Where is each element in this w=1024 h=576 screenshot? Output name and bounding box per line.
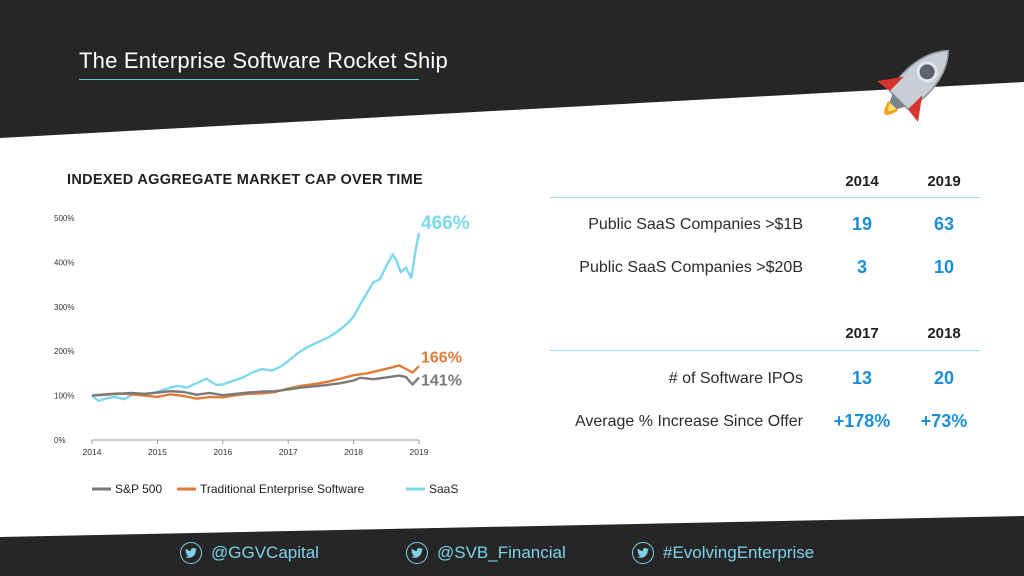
y-tick-label: 500% xyxy=(54,214,74,223)
end-value-label: 466% xyxy=(421,213,470,234)
series-line-saas xyxy=(91,232,421,403)
y-tick-label: 0% xyxy=(54,436,66,445)
x-tick-label: 2019 xyxy=(410,447,429,457)
twitter-icon xyxy=(406,542,428,564)
end-value-label: 141% xyxy=(421,372,462,389)
footer-hashtag[interactable]: #EvolvingEnterprise xyxy=(632,542,814,564)
x-tick-label: 2018 xyxy=(344,447,363,457)
x-tick-label: 2014 xyxy=(83,447,102,457)
stats1-row1-value-1: 19 xyxy=(851,214,873,234)
x-tick-label: 2017 xyxy=(279,447,298,457)
y-tick-label: 400% xyxy=(54,258,74,267)
stats2-divider xyxy=(550,350,980,351)
stats1-row1-value-2: 63 xyxy=(933,214,955,234)
legend-label: Traditional Enterprise Software xyxy=(200,482,365,496)
stats2-row2-value-2: +73% xyxy=(920,411,968,431)
footer-handle-ggv[interactable]: @GGVCapital xyxy=(180,542,319,564)
footer-handle-label: @GGVCapital xyxy=(211,543,319,562)
footer-handle-svb[interactable]: @SVB_Financial xyxy=(406,542,566,564)
stats2-year-2: 2018 xyxy=(927,325,961,342)
footer-handle-label: #EvolvingEnterprise xyxy=(663,543,815,562)
stats1-row2-label: Public SaaS Companies >$20B xyxy=(579,259,803,276)
footer-handle-label: @SVB_Financial xyxy=(437,543,566,562)
twitter-icon xyxy=(632,542,654,564)
y-tick-label: 100% xyxy=(54,392,74,401)
legend-label: S&P 500 xyxy=(115,482,162,496)
stats1-year-1: 2014 xyxy=(845,173,879,190)
line-chart: 0% 100% 200% 300% 400% 500% 2014 2015 2016 2017 20… xyxy=(54,213,470,496)
series-line-s-p-500 xyxy=(91,374,420,397)
y-tick-label: 200% xyxy=(54,347,74,356)
stats1-divider xyxy=(550,197,980,198)
stats2-row2-label: Average % Increase Since Offer xyxy=(575,413,803,430)
stats1-year-2: 2019 xyxy=(927,173,961,190)
stats1-row2-value-1: 3 xyxy=(856,257,867,277)
chart-title: INDEXED AGGREGATE MARKET CAP OVER TIME xyxy=(67,172,423,188)
x-tick-label: 2015 xyxy=(148,447,167,457)
stats2-row2-value-1: +178% xyxy=(833,411,891,431)
x-tick-label: 2016 xyxy=(213,447,232,457)
stats1-row2-value-2: 10 xyxy=(933,257,955,277)
stats2-year-1: 2017 xyxy=(845,325,879,342)
stats1-row1-label: Public SaaS Companies >$1B xyxy=(588,216,803,233)
header-band xyxy=(0,0,1024,138)
series-line-traditional-enterprise-software xyxy=(91,364,420,400)
twitter-icon xyxy=(180,542,202,564)
title-underline xyxy=(79,79,419,80)
legend-label: SaaS xyxy=(429,482,458,496)
stats2-row1-value-2: 20 xyxy=(933,368,955,388)
stats2-row1-value-1: 13 xyxy=(851,368,873,388)
page-title: The Enterprise Software Rocket Ship xyxy=(79,48,448,73)
stats2-row1-label: # of Software IPOs xyxy=(668,370,803,387)
end-value-label: 166% xyxy=(421,349,462,366)
footer-band xyxy=(0,516,1024,576)
y-tick-label: 300% xyxy=(54,303,74,312)
rocket-icon xyxy=(876,49,950,123)
